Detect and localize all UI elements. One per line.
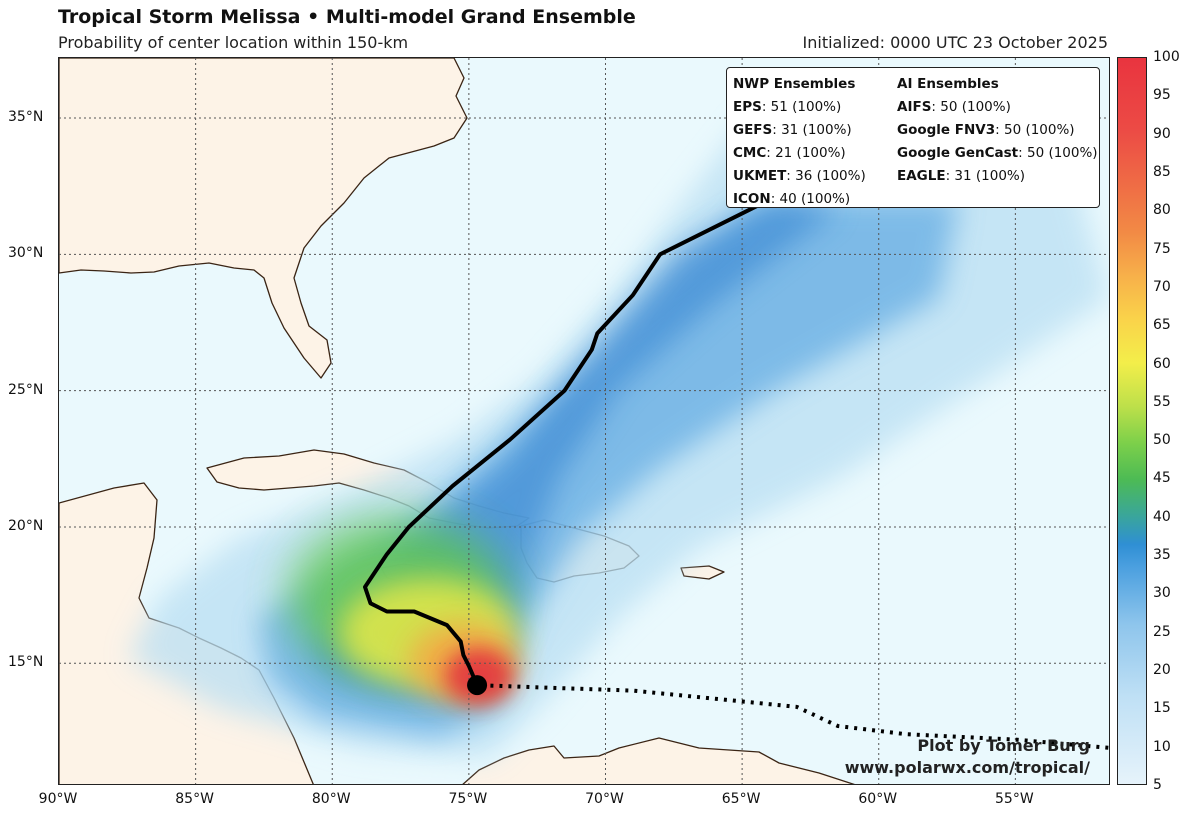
colorbar-tick-label: 20 [1153, 662, 1171, 679]
colorbar-tick-label: 65 [1153, 317, 1171, 334]
init-time: Initialized: 0000 UTC 23 October 2025 [802, 33, 1108, 52]
colorbar-tick-label: 60 [1153, 355, 1171, 372]
probability-swath [129, 118, 1109, 758]
colorbar-tick-label: 50 [1153, 432, 1171, 449]
legend-entry: EPS: 51 (100%) [733, 96, 866, 119]
y-tick-label: 25°N [8, 381, 44, 398]
credit-author: Plot by Tomer Burg [917, 736, 1090, 755]
legend-entry-name: Google FNV3 [897, 122, 996, 138]
colorbar-tick-label: 90 [1153, 125, 1171, 142]
legend-entry-count: : 31 (100%) [772, 122, 852, 138]
colorbar-tick-label: 75 [1153, 240, 1171, 257]
storm-current-position [467, 675, 488, 696]
legend-entry-count: : 50 (100%) [995, 122, 1075, 138]
x-tick-label: 55°W [995, 791, 1034, 807]
colorbar-tick-label: 55 [1153, 393, 1171, 410]
colorbar-tick-label: 95 [1153, 87, 1171, 104]
land-puerto-rico [680, 565, 725, 580]
x-tick-label: 75°W [448, 791, 488, 807]
colorbar-tick-label: 40 [1153, 508, 1171, 525]
legend-nwp-column: NWP Ensembles EPS: 51 (100%) GEFS: 31 (10… [733, 73, 866, 211]
legend-ai-header: AI Ensembles [897, 76, 999, 92]
legend-entry-name: Google GenCast [897, 145, 1019, 161]
map-subtitle: Probability of center location within 15… [58, 33, 409, 52]
legend-entry-name: CMC [733, 145, 767, 161]
legend-entry-name: GEFS [733, 122, 773, 138]
y-tick-label: 20°N [8, 517, 44, 534]
x-tick-label: 70°W [585, 791, 624, 807]
colorbar-tick-label: 5 [1153, 777, 1162, 793]
legend-entry-name: ICON [733, 191, 771, 207]
x-tick-label: 65°W [721, 791, 761, 807]
y-tick-label: 15°N [8, 654, 44, 671]
legend-entry-count: : 40 (100%) [770, 191, 851, 207]
y-tick-label: 35°N [8, 108, 44, 125]
legend-entry-name: UKMET [733, 168, 787, 184]
legend-entry: GEFS: 31 (100%) [733, 119, 866, 142]
x-tick-label: 90°W [38, 791, 78, 807]
legend-entry: Google GenCast: 50 (100%) [897, 142, 1098, 165]
colorbar-tick-label: 70 [1153, 278, 1171, 295]
ensemble-mean-track [363, 198, 771, 686]
legend-entry-count: : 31 (100%) [945, 168, 1026, 184]
legend-entry: Google FNV3: 50 (100%) [897, 119, 1098, 142]
map-canvas [59, 58, 1109, 784]
legend-entry-count: : 36 (100%) [786, 168, 866, 184]
y-tick-label: 30°N [8, 245, 44, 262]
x-tick-label: 85°W [175, 791, 214, 807]
legend-entry-name: EAGLE [897, 168, 946, 184]
land-north-america [59, 58, 468, 379]
legend-entry: CMC: 21 (100%) [733, 142, 866, 165]
colorbar-tick-label: 85 [1153, 163, 1171, 180]
past-track-dotted [477, 683, 1109, 750]
colorbar-tick-label: 30 [1153, 585, 1171, 602]
legend-entry: UKMET: 36 (100%) [733, 165, 866, 188]
x-tick-label: 80°W [311, 791, 351, 807]
legend-entry-count: : 50 (100%) [931, 99, 1011, 115]
legend-entry: EAGLE: 31 (100%) [897, 165, 1098, 188]
colorbar-tick-label: 45 [1153, 470, 1171, 487]
ensemble-legend: NWP Ensembles EPS: 51 (100%) GEFS: 31 (10… [726, 67, 1100, 208]
legend-entry-count: : 21 (100%) [766, 145, 846, 161]
colorbar-tick-label: 100 [1153, 49, 1180, 65]
legend-entry-name: AIFS [897, 99, 932, 115]
legend-entry-count: : 51 (100%) [761, 99, 842, 115]
legend-entry: ICON: 40 (100%) [733, 188, 866, 211]
legend-entry-name: EPS [733, 99, 762, 115]
colorbar-tick-label: 80 [1153, 202, 1171, 219]
legend-nwp-header: NWP Ensembles [733, 76, 856, 92]
colorbar-tick-label: 35 [1153, 547, 1171, 564]
legend-entry-count: : 50 (100%) [1018, 145, 1098, 161]
colorbar-tick-label: 25 [1153, 623, 1171, 640]
x-tick-label: 60°W [858, 791, 898, 807]
credit-url: www.polarwx.com/tropical/ [844, 758, 1090, 777]
probability-colorbar [1117, 57, 1147, 785]
colorbar-tick-label: 15 [1153, 700, 1171, 717]
map-title: Tropical Storm Melissa • Multi-model Gra… [58, 6, 636, 28]
land-south-america [462, 737, 855, 784]
legend-ai-column: AI Ensembles AIFS: 50 (100%) Google FNV3:… [897, 73, 1098, 188]
legend-entry: AIFS: 50 (100%) [897, 96, 1098, 119]
colorbar-tick-label: 10 [1153, 738, 1171, 755]
